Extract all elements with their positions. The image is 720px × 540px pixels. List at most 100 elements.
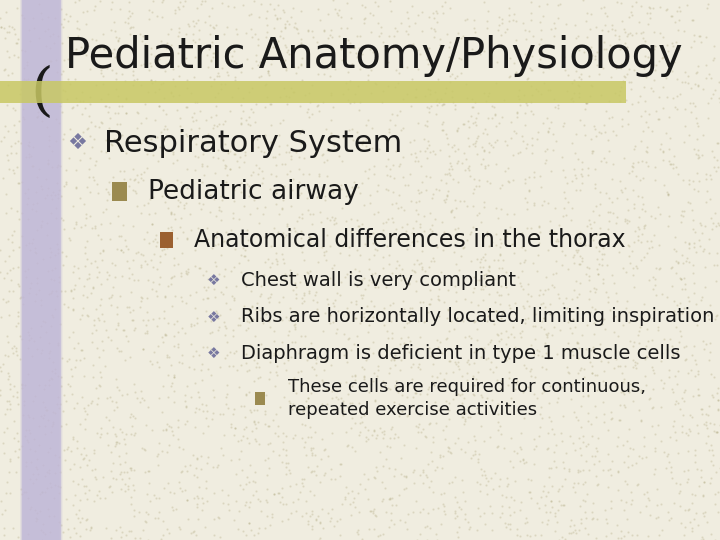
Point: [482, 339, 493, 348]
Point: [541, 144, 553, 153]
Point: [458, 197, 469, 205]
Point: [58, 129, 70, 138]
Point: [496, 502, 508, 510]
Point: [479, 145, 490, 154]
Point: [17, 442, 28, 450]
Point: [1, 397, 13, 406]
Point: [544, 309, 556, 318]
Point: [595, 200, 606, 208]
Point: [603, 194, 615, 202]
Point: [316, 376, 328, 384]
Point: [210, 102, 222, 110]
Point: [426, 102, 437, 110]
Point: [161, 353, 172, 361]
Point: [635, 415, 647, 424]
Point: [378, 427, 390, 436]
Point: [125, 492, 137, 501]
Point: [453, 365, 464, 374]
Point: [526, 65, 538, 74]
Point: [519, 26, 531, 35]
Point: [69, 281, 81, 289]
Point: [276, 229, 288, 238]
Point: [26, 352, 37, 360]
Point: [527, 31, 539, 40]
Point: [145, 146, 156, 154]
Point: [69, 0, 81, 6]
Point: [510, 448, 522, 457]
Point: [181, 184, 193, 192]
Point: [295, 39, 307, 48]
Point: [450, 272, 462, 280]
Point: [35, 9, 46, 17]
Point: [53, 278, 65, 287]
Point: [349, 376, 361, 384]
Point: [195, 0, 207, 9]
Point: [279, 23, 291, 32]
Point: [621, 195, 633, 204]
Point: [318, 471, 329, 480]
Bar: [23, 0, 63, 540]
Point: [705, 300, 716, 309]
Point: [150, 116, 161, 124]
Point: [678, 467, 690, 475]
Point: [158, 314, 169, 322]
Point: [243, 88, 255, 97]
Point: [94, 248, 105, 257]
Point: [244, 519, 256, 528]
Point: [425, 294, 436, 303]
Point: [676, 206, 688, 215]
Point: [253, 35, 264, 43]
Point: [122, 14, 133, 22]
Point: [296, 420, 307, 428]
Point: [670, 323, 682, 332]
Point: [47, 418, 58, 427]
Point: [656, 525, 667, 534]
Point: [342, 85, 354, 93]
Point: [282, 46, 293, 55]
Point: [372, 208, 384, 217]
Point: [422, 535, 433, 540]
Point: [284, 19, 295, 28]
Point: [55, 191, 67, 200]
Point: [515, 278, 526, 287]
Point: [574, 227, 585, 236]
Point: [12, 262, 23, 271]
Point: [402, 411, 414, 420]
Point: [23, 138, 35, 147]
Point: [281, 470, 292, 479]
Point: [240, 359, 252, 367]
Point: [432, 353, 444, 361]
Point: [295, 367, 307, 375]
Point: [535, 26, 546, 35]
Point: [476, 471, 487, 480]
Point: [622, 451, 634, 460]
Point: [521, 205, 533, 213]
Point: [459, 497, 471, 505]
Point: [151, 133, 163, 141]
Point: [629, 141, 641, 150]
Point: [642, 162, 654, 171]
Point: [153, 508, 164, 516]
Point: [474, 38, 485, 47]
Point: [145, 256, 156, 265]
Point: [100, 148, 112, 157]
Point: [530, 373, 541, 382]
Point: [106, 336, 117, 345]
Point: [202, 274, 214, 283]
Point: [8, 417, 19, 426]
Point: [280, 366, 292, 374]
Point: [637, 174, 649, 183]
Point: [445, 208, 456, 217]
Point: [668, 151, 680, 160]
Point: [703, 0, 714, 9]
Point: [405, 102, 416, 110]
Point: [253, 13, 264, 22]
Point: [77, 128, 89, 137]
Point: [138, 525, 149, 534]
Point: [296, 54, 307, 63]
Point: [112, 343, 123, 352]
Point: [184, 362, 195, 371]
Point: [1, 404, 13, 413]
Point: [626, 11, 637, 19]
Point: [284, 266, 296, 274]
